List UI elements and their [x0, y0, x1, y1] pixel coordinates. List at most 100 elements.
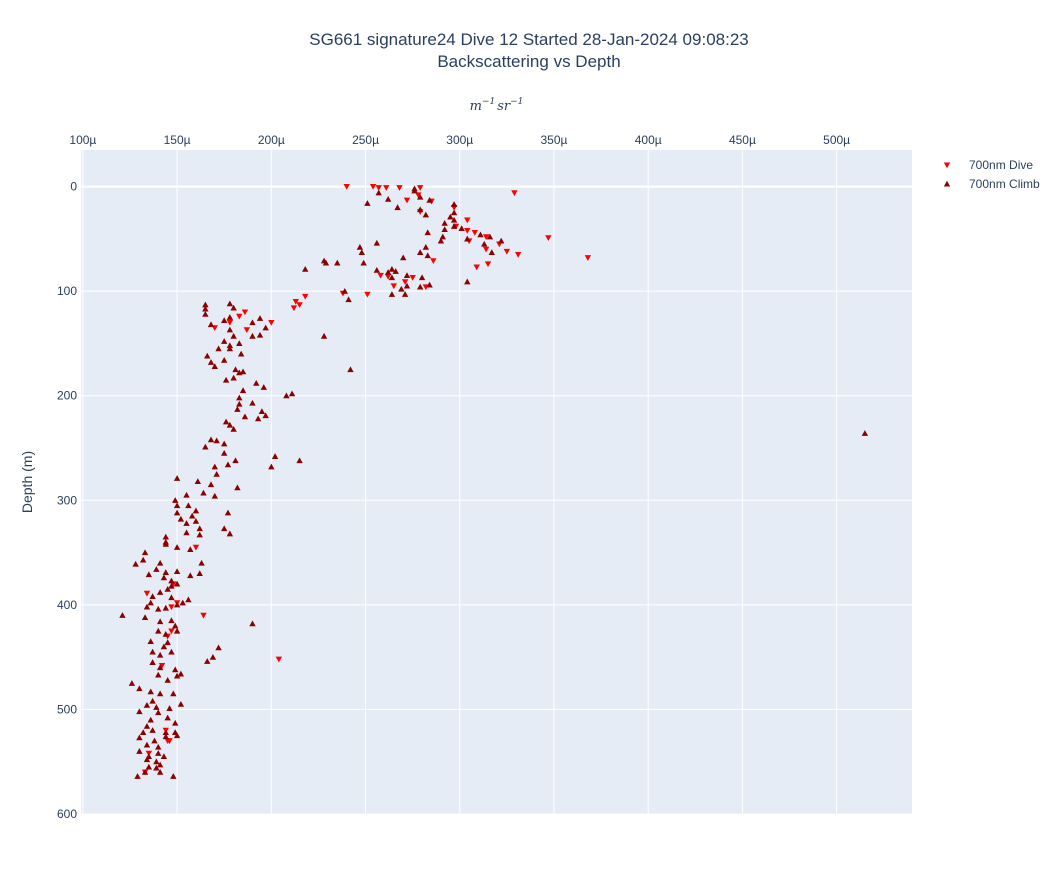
data-point	[162, 533, 169, 540]
data-point	[262, 324, 269, 331]
data-point	[514, 252, 522, 258]
data-point	[237, 350, 245, 357]
data-point	[136, 748, 143, 754]
data-point	[241, 309, 249, 316]
data-point	[143, 741, 151, 748]
y-tick-label: 400	[57, 598, 77, 612]
data-point	[224, 461, 232, 468]
data-point	[477, 231, 484, 238]
data-point	[166, 705, 173, 711]
data-point	[441, 219, 448, 226]
data-point	[156, 559, 164, 566]
data-point	[226, 300, 234, 307]
data-point	[384, 273, 392, 280]
data-point	[153, 758, 160, 765]
data-point	[141, 768, 149, 775]
data-point	[221, 317, 228, 324]
legend-marker	[943, 162, 951, 169]
data-point	[364, 200, 371, 206]
data-point	[230, 304, 237, 311]
data-point	[236, 313, 243, 320]
data-point	[164, 585, 171, 592]
data-point	[160, 574, 168, 581]
y-tick-label: 300	[57, 493, 77, 507]
data-point	[226, 530, 234, 537]
data-point	[207, 481, 215, 488]
data-point	[416, 283, 424, 290]
data-point	[584, 255, 592, 261]
data-point	[153, 764, 160, 771]
data-point	[360, 259, 367, 266]
data-point	[209, 653, 217, 660]
x-tick-labels: 100µ 150µ 200µ 250µ 300µ 350µ 400µ 450µ 500µ	[69, 133, 850, 147]
data-point	[268, 463, 275, 470]
data-point	[441, 226, 448, 233]
data-point	[450, 223, 458, 229]
data-point	[173, 672, 181, 679]
data-point	[447, 213, 454, 220]
data-point	[249, 620, 256, 627]
data-point	[141, 614, 149, 620]
data-point	[173, 568, 181, 574]
data-point	[388, 266, 396, 272]
data-point	[375, 185, 382, 191]
legend-label: 700nm Dive	[969, 158, 1033, 172]
data-point	[403, 282, 411, 289]
data-point	[136, 734, 143, 741]
data-point	[343, 184, 350, 190]
data-point	[239, 387, 247, 394]
data-point	[168, 594, 175, 601]
chart-subtitle: Backscattering vs Depth	[437, 52, 621, 71]
data-point	[275, 656, 283, 663]
data-point	[156, 664, 164, 671]
data-point	[215, 345, 222, 352]
data-point	[149, 727, 156, 733]
data-point	[411, 187, 418, 194]
data-point	[234, 484, 241, 491]
data-point	[403, 197, 411, 204]
data-point	[156, 761, 164, 768]
data-point	[230, 332, 237, 339]
data-point	[164, 676, 171, 683]
data-point	[172, 622, 179, 629]
data-point	[221, 450, 228, 456]
legend[interactable]: 700nm Dive 700nm Climb	[943, 158, 1040, 191]
data-point	[256, 331, 264, 338]
data-point	[401, 291, 409, 297]
data-point	[258, 408, 266, 414]
data-point	[188, 512, 196, 519]
data-point	[162, 569, 169, 576]
data-point	[187, 572, 194, 579]
data-point	[424, 252, 431, 259]
data-point	[168, 628, 175, 635]
y-axis-title: Depth (m)	[19, 451, 35, 513]
data-point	[158, 662, 166, 669]
data-point	[424, 229, 431, 236]
data-point	[211, 463, 218, 470]
data-point	[268, 319, 275, 326]
data-point	[213, 470, 220, 477]
data-point	[177, 701, 185, 707]
data-point	[162, 604, 169, 611]
data-point	[173, 475, 181, 481]
data-point	[384, 195, 392, 202]
data-point	[226, 421, 234, 428]
data-point	[254, 415, 262, 422]
data-point	[128, 680, 136, 686]
legend-item[interactable]: 700nm Dive	[943, 158, 1034, 172]
x-tick-label: 400µ	[635, 133, 662, 147]
data-point	[156, 618, 164, 625]
data-point	[221, 356, 228, 363]
data-point	[373, 267, 381, 273]
legend-item[interactable]: 700nm Climb	[943, 177, 1040, 191]
data-point	[422, 244, 430, 250]
data-point	[143, 603, 151, 610]
data-point	[464, 278, 471, 285]
data-point	[134, 773, 141, 779]
data-point	[119, 612, 126, 618]
data-point	[486, 233, 494, 240]
x-tick-label: 500µ	[823, 133, 850, 147]
data-point	[183, 491, 190, 498]
data-point	[143, 590, 151, 597]
data-point	[347, 366, 354, 373]
